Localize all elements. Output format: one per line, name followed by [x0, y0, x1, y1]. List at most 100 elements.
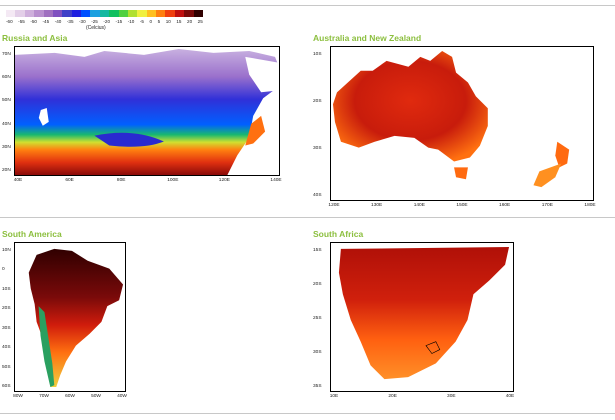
colorbar-swatch [109, 10, 119, 17]
colorbar-tick-label: 15 [176, 19, 182, 24]
colorbar-swatch [43, 10, 53, 17]
colorbar-swatch [184, 10, 194, 17]
colorbar-swatch [6, 10, 16, 17]
madagascar [493, 294, 506, 326]
lon-tick-label: 130E [371, 203, 383, 208]
lon-tick-label: 140E [413, 203, 425, 208]
colorbar-swatch [193, 10, 203, 17]
colorbar-tick-label: -30 [79, 19, 86, 24]
lon-tick-label: 100E [167, 178, 179, 183]
lat-tick-label: 30S [313, 350, 322, 355]
lat-tick-label: 20S [313, 282, 322, 287]
colorbar-swatch [156, 10, 166, 17]
lat-tick-label: 35S [313, 384, 322, 389]
landmass-russia-asia [15, 48, 279, 175]
andes-range [38, 306, 55, 388]
colorbar-tick-label: -40 [54, 19, 62, 24]
colorbar-tick-label: -35 [66, 19, 74, 24]
colorbar-swatch [137, 10, 147, 17]
lon-tick-label: 40E [505, 394, 515, 399]
colorbar-tick-label: 25 [197, 19, 203, 24]
lat-tick-label: 30S [2, 325, 11, 331]
caspian-sea [38, 108, 49, 126]
colorbar-swatch [81, 10, 91, 17]
colorbar-tick-label: 0 [149, 19, 153, 24]
lon-tick-label: 120E [218, 178, 230, 183]
lon-tick-label: 80E [116, 178, 126, 183]
panel-title-australia-nz: Australia and New Zealand [313, 33, 422, 43]
temperature-colorbar [6, 10, 203, 17]
lat-labels-australia-nz: 10S 20S 30S 40S [313, 46, 329, 201]
lat-labels-south-africa: 15S 20S 25S 30S 35S [313, 242, 329, 392]
lon-tick-label: 40E [13, 178, 23, 183]
sea-of-okhotsk [245, 56, 279, 93]
colorbar-swatch [118, 10, 128, 17]
top-divider [0, 5, 615, 6]
lat-tick-label: 15S [313, 248, 322, 253]
lon-tick-label: 60W [65, 394, 75, 399]
lon-tick-label: 150E [456, 203, 468, 208]
colorbar-swatch [24, 10, 35, 17]
colorbar-tick-labels: -60 -55 -50 -45 -40 -35 -30 -25 -20 -15 -10 -5 0 5 10 1… [6, 19, 203, 25]
lesotho-outline [425, 341, 441, 354]
colorbar-tick-label: -20 [103, 19, 111, 24]
lat-tick-label: 60N [2, 75, 11, 81]
lat-tick-label: 10S [2, 286, 11, 292]
map-south-africa [330, 242, 514, 392]
landmass-tasmania [454, 167, 468, 180]
colorbar-swatch [15, 10, 25, 17]
colorbar-swatch [127, 10, 138, 17]
lon-tick-label: 20E [388, 394, 397, 399]
lat-tick-label: 0 [2, 267, 5, 273]
lat-tick-label: 70N [2, 52, 11, 57]
colorbar-swatch [174, 10, 185, 17]
landmass-australia [332, 50, 488, 162]
colorbar-swatch [71, 10, 81, 17]
lat-tick-label: 20S [313, 99, 322, 104]
colorbar-tick-label: -15 [115, 19, 123, 24]
lon-tick-label: 170E [541, 203, 553, 208]
landmass-southern-africa [338, 246, 510, 380]
lon-tick-label: 140E [270, 178, 282, 183]
lon-labels-australia-nz: 120E 130E 140E 150E 160E 170E 180E [328, 203, 595, 211]
colorbar-tick-label: -55 [18, 19, 25, 24]
panel-title-south-america: South America [2, 229, 62, 239]
lat-labels-south-america: 10N 0 10S 20S 30S 40S 50S 60S [2, 242, 14, 392]
lon-tick-label: 160E [499, 203, 511, 208]
lat-labels-russia-asia: 70N 60N 50N 40N 30N 20N [2, 46, 14, 176]
lon-labels-russia-asia: 40E 60E 80E 100E 120E 140E [13, 178, 282, 186]
colorbar-tick-label: -45 [42, 19, 50, 24]
middle-divider [0, 217, 615, 218]
lat-tick-label: 50N [2, 98, 11, 104]
lat-tick-label: 20N [2, 168, 11, 173]
colorbar-tick-label: -5 [139, 19, 144, 24]
lon-tick-label: 40W [117, 394, 127, 399]
lat-tick-label: 40S [2, 345, 11, 351]
colorbar-swatch [34, 10, 44, 17]
lat-tick-label: 30S [313, 146, 322, 151]
japan-islands [245, 115, 266, 146]
lat-tick-label: 30N [2, 144, 11, 150]
map-australia-nz [330, 46, 594, 201]
colorbar-tick-label: 5 [157, 19, 161, 24]
landmass-south-america [28, 248, 124, 388]
colorbar-tick-label: -50 [30, 19, 37, 24]
lat-tick-label: 20S [2, 306, 11, 312]
colorbar-tick-label: 20 [187, 19, 193, 24]
lat-tick-label: 50S [2, 364, 11, 370]
colorbar-swatch [99, 10, 110, 17]
colorbar-tick-label: -25 [91, 19, 98, 24]
tibet-plateau [94, 132, 164, 147]
lat-tick-label: 60S [2, 384, 11, 389]
lon-tick-label: 30E [447, 394, 456, 399]
map-russia-asia [14, 46, 280, 176]
colorbar-swatch [90, 10, 100, 17]
lat-tick-label: 10N [2, 248, 11, 253]
lon-labels-south-america: 80W 70W 60W 50W 40W [13, 394, 127, 402]
lon-labels-south-africa: 10E 20E 30E 40E [330, 394, 515, 402]
colorbar-tick-label: -10 [127, 19, 135, 24]
landmass-new-zealand-north [555, 141, 570, 168]
colorbar-unit-label: (Celcius) [86, 25, 106, 31]
panel-title-russia-asia: Russia and Asia [2, 33, 68, 43]
colorbar-swatch [62, 10, 72, 17]
